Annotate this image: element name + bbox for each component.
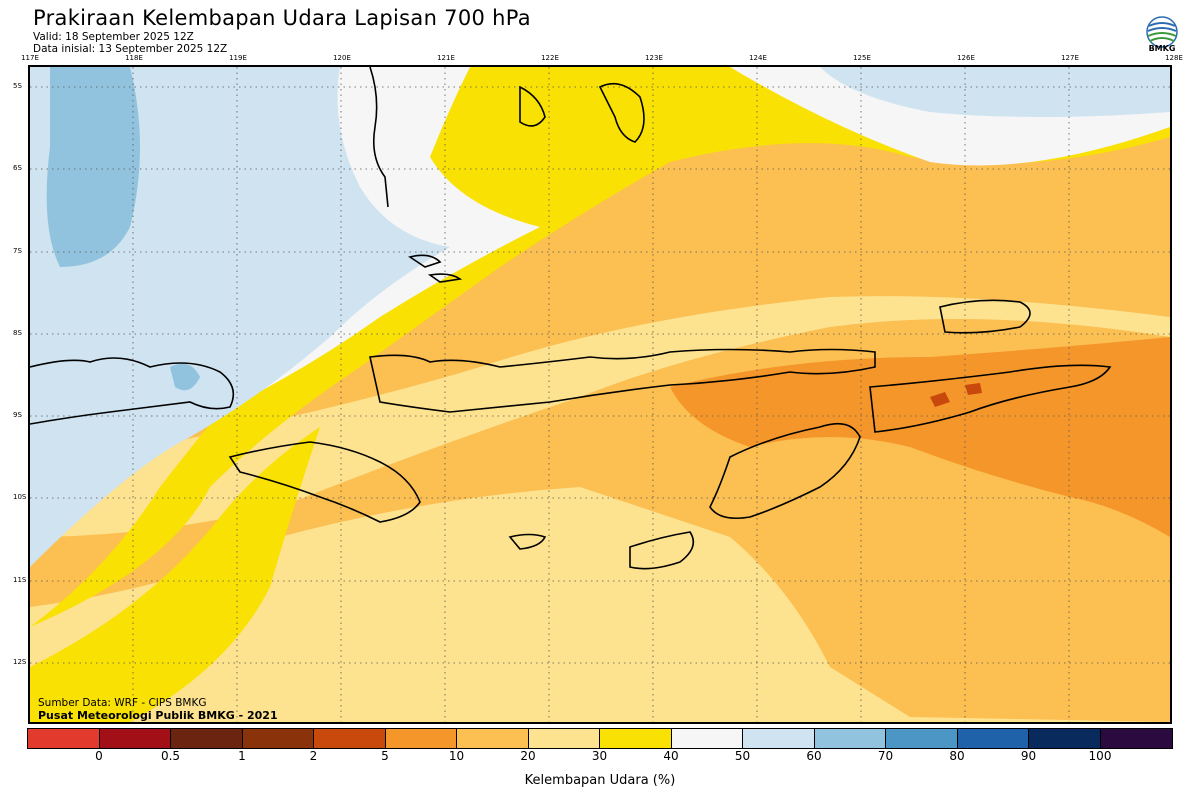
colorbar-label: 0 (95, 749, 103, 763)
colorbar-swatch (457, 729, 529, 748)
lon-tick-label: 118E (125, 54, 143, 62)
colorbar-swatch (99, 729, 171, 748)
colorbar-label: 40 (663, 749, 679, 763)
colorbar-label: 10 (448, 749, 465, 763)
colorbar-label: 30 (591, 749, 608, 763)
lon-tick-label: 119E (229, 54, 247, 62)
colorbar-swatch (671, 729, 743, 748)
colorbar-swatch (600, 729, 672, 748)
bmkg-logo-icon (1146, 16, 1178, 48)
lat-tick-label: 5S (13, 82, 22, 90)
lon-tick-label: 125E (853, 54, 871, 62)
colorbar-label: 20 (520, 749, 536, 763)
colorbar-swatch (171, 729, 243, 748)
lat-tick-label: 10S (13, 493, 27, 501)
initial-time: Data inisial: 13 September 2025 12Z (33, 43, 228, 55)
lon-tick-label: 128E (1165, 54, 1183, 62)
colorbar-title: Kelembapan Udara (%) (524, 773, 676, 788)
colorbar-swatch (814, 729, 886, 748)
colorbar (27, 728, 1173, 749)
colorbar-swatch (528, 729, 600, 748)
colorbar-label: 70 (877, 749, 894, 763)
lat-tick-label: 12S (13, 658, 27, 666)
colorbar-label: 2 (309, 749, 318, 763)
data-source: Sumber Data: WRF - CIPS BMKG (38, 697, 207, 709)
colorbar-swatch (385, 729, 457, 748)
humidity-field (30, 67, 1170, 722)
colorbar-swatch (743, 729, 815, 748)
map-title: Prakiraan Kelembapan Udara Lapisan 700 h… (33, 6, 531, 30)
lat-tick-label: 8S (13, 329, 22, 337)
colorbar-swatch (28, 729, 100, 748)
colorbar-label: 100 (1088, 749, 1112, 763)
colorbar-label: 60 (806, 749, 822, 763)
lat-tick-label: 7S (13, 247, 22, 255)
colorbar-label: 0.5 (160, 749, 181, 763)
colorbar-swatch (242, 729, 314, 748)
lon-tick-label: 117E (21, 54, 39, 62)
lon-tick-label: 120E (333, 54, 351, 62)
colorbar-swatch (1100, 729, 1172, 748)
lon-tick-label: 122E (541, 54, 559, 62)
lat-tick-label: 6S (13, 164, 22, 172)
colorbar-label: 50 (734, 749, 751, 763)
humidity-map: Sumber Data: WRF - CIPS BMKG Pusat Meteo… (28, 65, 1172, 724)
lon-tick-label: 123E (645, 54, 663, 62)
logo-label: BMKG (1148, 44, 1176, 53)
colorbar-swatch (1029, 729, 1101, 748)
valid-time: Valid: 18 September 2025 12Z (33, 31, 194, 43)
colorbar-label: 1 (238, 749, 246, 763)
colorbar-swatch (314, 729, 386, 748)
colorbar-label: 80 (949, 749, 965, 763)
colorbar-label: 5 (381, 749, 389, 763)
lon-tick-label: 126E (957, 54, 975, 62)
publisher: Pusat Meteorologi Publik BMKG - 2021 (38, 709, 278, 722)
lat-tick-label: 11S (13, 576, 27, 584)
colorbar-label: 90 (1020, 749, 1037, 763)
lon-tick-label: 121E (437, 54, 455, 62)
lon-tick-label: 124E (749, 54, 767, 62)
colorbar-swatch (886, 729, 958, 748)
lon-tick-label: 127E (1061, 54, 1079, 62)
lat-tick-label: 9S (13, 411, 22, 419)
colorbar-swatch (957, 729, 1029, 748)
